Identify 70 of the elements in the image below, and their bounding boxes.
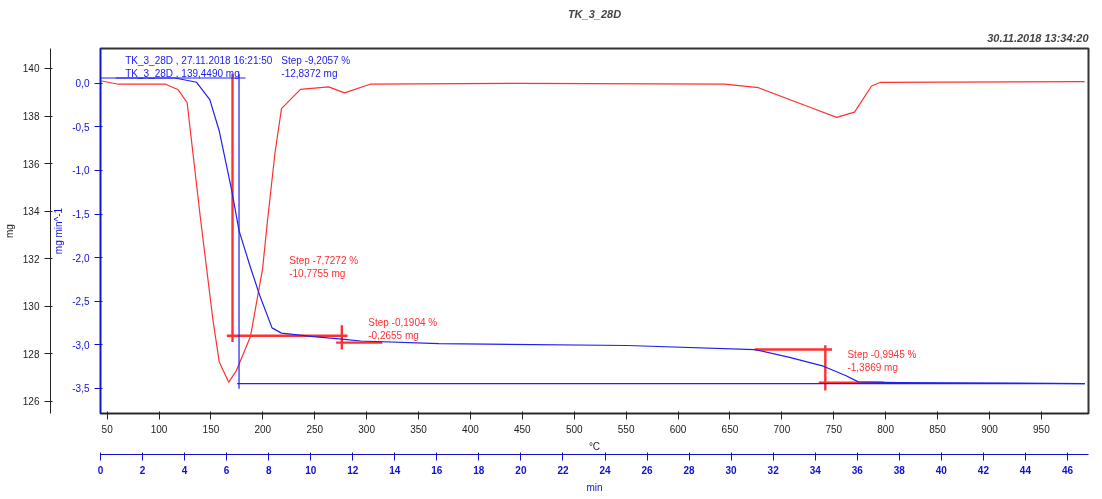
y2-tick-label: -1,5: [72, 209, 90, 221]
x-tick-label: 36: [851, 464, 864, 476]
x-tick-label: 22: [557, 464, 569, 476]
x2-tick-label: 850: [929, 423, 947, 435]
y-tick-label: 132: [22, 253, 40, 265]
x2-tick-label: 900: [981, 423, 999, 435]
x-tick-label: 24: [599, 464, 612, 476]
x2-tick-label: 750: [825, 423, 843, 435]
x-tick-label: 30: [725, 464, 738, 476]
x2-axis-title: °C: [588, 440, 601, 452]
y2-axis-title: mg min^-1: [53, 207, 65, 255]
x2-tick-label: 450: [514, 423, 532, 435]
y2-tick-label: -2,0: [72, 252, 90, 264]
y2-tick-label: -3,5: [72, 383, 90, 395]
chart-title: TK_3_28D: [567, 7, 622, 20]
x2-tick-label: 800: [877, 423, 895, 435]
annotation: TK_3_28D , 27.11.2018 16:21:50 TK_3_28D , 139,4490 mg: [125, 54, 273, 79]
x-tick-label: 2: [139, 464, 146, 476]
y2-tick-label: -1,0: [72, 165, 90, 177]
y-tick-label: 126: [22, 396, 40, 408]
x2-tick-label: 250: [306, 423, 324, 435]
x2-tick-label: 300: [358, 423, 376, 435]
x-axis-title: min: [586, 481, 603, 493]
x-tick-label: 26: [641, 464, 654, 476]
y-axis-title: mg: [3, 224, 15, 238]
x-tick-label: 44: [1019, 464, 1032, 476]
x2-tick-label: 50: [101, 423, 114, 435]
x-tick-label: 38: [893, 464, 906, 476]
x-tick-label: 28: [683, 464, 696, 476]
y-tick-label: 136: [22, 158, 40, 170]
x-tick-label: 10: [305, 464, 317, 476]
y2-tick-label: -3,0: [72, 339, 90, 351]
annotation: Step -0,9945 % -1,3869 mg: [847, 349, 917, 374]
y2-tick-label: -0,5: [72, 121, 90, 133]
x2-tick-label: 350: [410, 423, 428, 435]
x2-tick-label: 650: [721, 423, 739, 435]
x-tick-label: 34: [809, 464, 822, 476]
text: 30.11.2018 13:34:20: [987, 31, 1090, 44]
x-tick-label: 46: [1061, 464, 1074, 476]
y-tick-label: 134: [22, 206, 40, 218]
x2-tick-label: 100: [150, 423, 168, 435]
x-tick-label: 0: [97, 464, 104, 476]
y-tick-label: 138: [22, 111, 40, 123]
y-tick-label: 140: [22, 63, 40, 75]
y2-tick-label: 0,0: [75, 78, 90, 90]
x-tick-label: 40: [935, 464, 948, 476]
annotation: Step -7,7272 % -10,7755 mg: [289, 254, 359, 279]
x2-tick-label: 700: [773, 423, 791, 435]
x-tick-label: 20: [515, 464, 527, 476]
x-tick-label: 6: [223, 464, 230, 476]
x2-tick-label: 550: [617, 423, 635, 435]
y-tick-label: 128: [22, 348, 40, 360]
y-tick-label: 130: [22, 301, 40, 313]
annotation: Step -0,1904 % -0,2655 mg: [368, 317, 438, 342]
x-tick-label: 12: [347, 464, 359, 476]
x-tick-label: 42: [977, 464, 990, 476]
x-tick-label: 32: [767, 464, 780, 476]
x-tick-label: 14: [389, 464, 401, 476]
x2-tick-label: 200: [254, 423, 272, 435]
x2-tick-label: 500: [565, 423, 584, 435]
x-tick-label: 16: [431, 464, 443, 476]
x2-tick-label: 600: [669, 423, 687, 435]
x2-tick-label: 400: [462, 423, 480, 435]
annotation: Step -9,2057 % -12,8372 mg: [281, 54, 351, 79]
y2-tick-label: -2,5: [72, 296, 90, 308]
x-tick-label: 18: [473, 464, 485, 476]
x-tick-label: 8: [265, 464, 272, 476]
x-tick-label: 4: [181, 464, 188, 476]
x2-tick-label: 150: [202, 423, 220, 435]
x2-tick-label: 950: [1033, 423, 1051, 435]
